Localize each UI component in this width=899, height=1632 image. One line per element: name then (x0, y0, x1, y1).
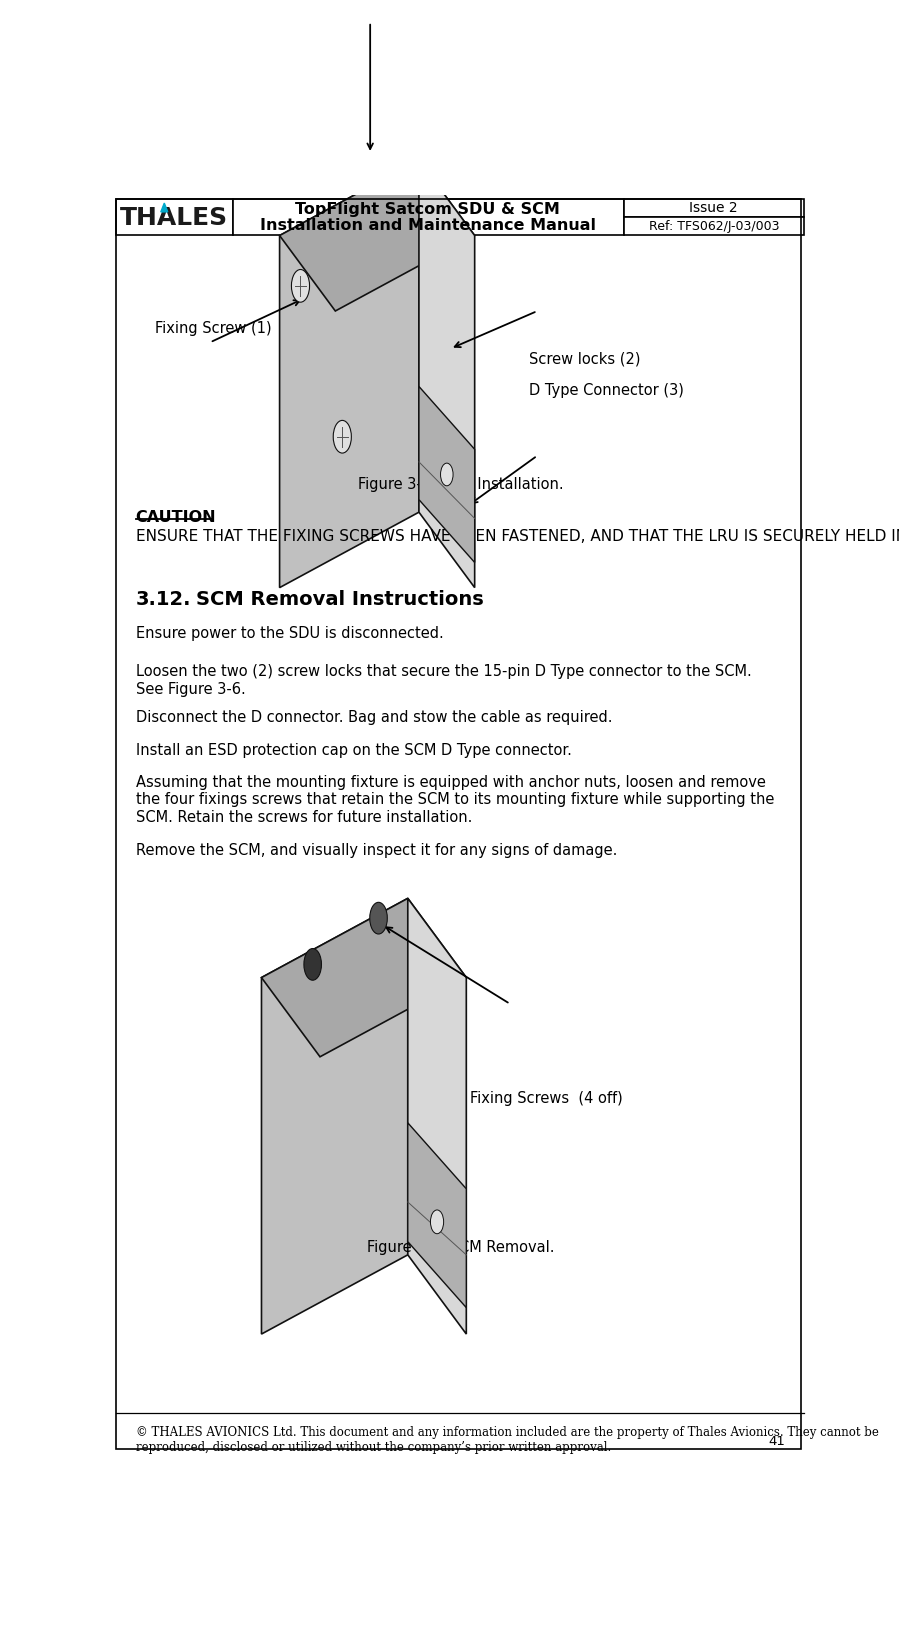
Text: Figure 3-5: SCM Installation.: Figure 3-5: SCM Installation. (358, 477, 564, 491)
Text: ENSURE THAT THE FIXING SCREWS HAVE BEEN FASTENED, AND THAT THE LRU IS SECURELY H: ENSURE THAT THE FIXING SCREWS HAVE BEEN … (136, 529, 899, 543)
Circle shape (334, 421, 352, 454)
Circle shape (304, 948, 322, 981)
Bar (624, 217, 805, 237)
Text: Install an ESD protection cap on the SCM D Type connector.: Install an ESD protection cap on the SCM… (136, 743, 572, 757)
Text: Fixing Screw (1): Fixing Screw (1) (155, 322, 271, 336)
Text: Ref: TFS062/J-03/003: Ref: TFS062/J-03/003 (648, 220, 779, 233)
Polygon shape (419, 387, 475, 563)
Circle shape (291, 271, 309, 304)
Bar (116, 199, 233, 237)
Text: Assuming that the mounting fixture is equipped with anchor nuts, loosen and remo: Assuming that the mounting fixture is eq… (136, 775, 774, 824)
Text: SCM Removal Instructions: SCM Removal Instructions (196, 589, 484, 609)
Text: Issue 2: Issue 2 (690, 201, 738, 215)
Text: Disconnect the D connector. Bag and stow the cable as required.: Disconnect the D connector. Bag and stow… (136, 710, 612, 725)
Circle shape (441, 463, 453, 486)
Text: 3.12.: 3.12. (136, 589, 191, 609)
Polygon shape (262, 899, 467, 1058)
Polygon shape (408, 899, 467, 1335)
Text: TopFlight Satcom SDU & SCM: TopFlight Satcom SDU & SCM (296, 201, 560, 217)
Text: Ensure power to the SDU is disconnected.: Ensure power to the SDU is disconnected. (136, 625, 443, 640)
Polygon shape (419, 162, 475, 588)
Polygon shape (280, 162, 475, 312)
Text: CAUTION: CAUTION (136, 509, 217, 526)
Text: Figure 3-6: SCM Removal.: Figure 3-6: SCM Removal. (367, 1239, 555, 1253)
Text: Installation and Maintenance Manual: Installation and Maintenance Manual (260, 217, 596, 233)
Text: Remove the SCM, and visually inspect it for any signs of damage.: Remove the SCM, and visually inspect it … (136, 842, 617, 857)
Text: THALES: THALES (120, 206, 228, 230)
Text: D Type Connector (3): D Type Connector (3) (530, 382, 684, 397)
Text: Loosen the two (2) screw locks that secure the 15-pin D Type connector to the SC: Loosen the two (2) screw locks that secu… (136, 664, 752, 697)
Text: 41: 41 (769, 1435, 785, 1448)
Polygon shape (408, 1123, 467, 1307)
Polygon shape (262, 899, 408, 1335)
Circle shape (369, 902, 387, 935)
Polygon shape (280, 162, 419, 588)
Text: Fixing Screws  (4 off): Fixing Screws (4 off) (470, 1090, 623, 1105)
Bar (624, 199, 805, 217)
Bar (233, 199, 624, 237)
Text: © THALES AVIONICS Ltd. This document and any information included are the proper: © THALES AVIONICS Ltd. This document and… (136, 1425, 878, 1452)
Polygon shape (161, 204, 168, 212)
Text: Screw locks (2): Screw locks (2) (530, 351, 641, 367)
Circle shape (431, 1211, 443, 1234)
